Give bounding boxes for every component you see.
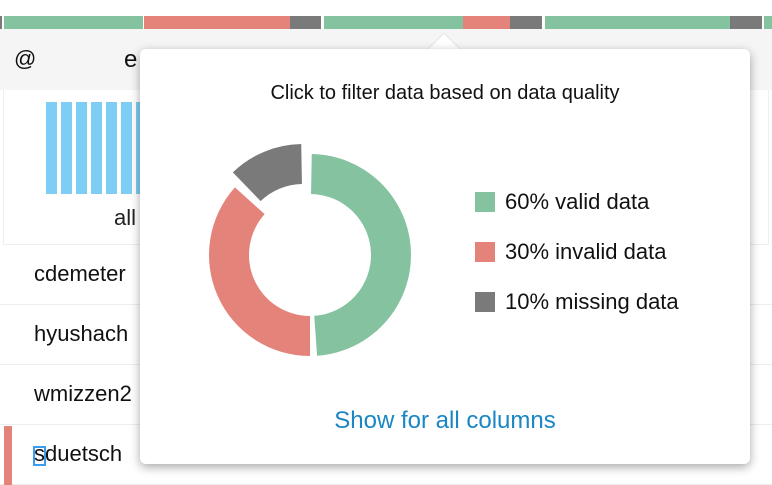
quality-segment-missing[interactable] (510, 16, 542, 29)
cell-value: wmizzen2 (34, 381, 132, 406)
quality-segment-invalid[interactable] (463, 16, 510, 29)
legend-valid[interactable]: 60% valid data (475, 189, 649, 215)
popover-arrow (428, 34, 460, 50)
invalid-swatch (475, 242, 495, 262)
legend-label: 30% invalid data (505, 239, 667, 264)
legend-missing[interactable]: 10% missing data (475, 289, 679, 315)
quality-segment-missing[interactable] (290, 16, 321, 29)
quality-donut-chart[interactable] (140, 49, 750, 464)
quality-segment-valid[interactable] (4, 16, 143, 29)
legend-label: 10% missing data (505, 289, 679, 314)
cell-value: sduetsch (34, 441, 123, 466)
show-all-columns-link[interactable]: Show for all columns (334, 407, 556, 434)
histogram-bar[interactable] (76, 102, 87, 194)
quality-segment-valid[interactable] (545, 16, 730, 29)
invalid-row-marker (4, 426, 12, 485)
cell-value: hyushach (34, 321, 129, 346)
legend-label: 60% valid data (505, 189, 650, 214)
email-type-icon: @ (14, 46, 37, 71)
quality-segment-missing[interactable] (0, 16, 2, 29)
valid-swatch (475, 192, 495, 212)
quality-segment-valid[interactable] (764, 16, 772, 29)
histogram-label: all (114, 205, 137, 230)
histogram-bar[interactable] (91, 102, 102, 194)
data-quality-popover: Click to filter data based on data quali… (140, 49, 750, 464)
text-cursor (33, 446, 46, 466)
histogram-bar[interactable] (121, 102, 132, 194)
cell-value: cdemeter (34, 261, 126, 286)
popover-title: Click to filter data based on data quali… (270, 82, 620, 104)
legend-invalid[interactable]: 30% invalid data (475, 239, 666, 265)
histogram-bar[interactable] (46, 102, 57, 194)
donut-slice-missing[interactable] (232, 144, 302, 202)
quality-segment-valid[interactable] (324, 16, 463, 29)
quality-segment-invalid[interactable] (144, 16, 290, 29)
donut-slice-valid[interactable] (311, 154, 412, 356)
missing-swatch (475, 292, 495, 312)
histogram-bar[interactable] (61, 102, 72, 194)
column-name: e (124, 46, 138, 73)
quality-segment-missing[interactable] (730, 16, 762, 29)
histogram-bar[interactable] (106, 102, 117, 194)
donut-slice-invalid[interactable] (209, 187, 310, 356)
